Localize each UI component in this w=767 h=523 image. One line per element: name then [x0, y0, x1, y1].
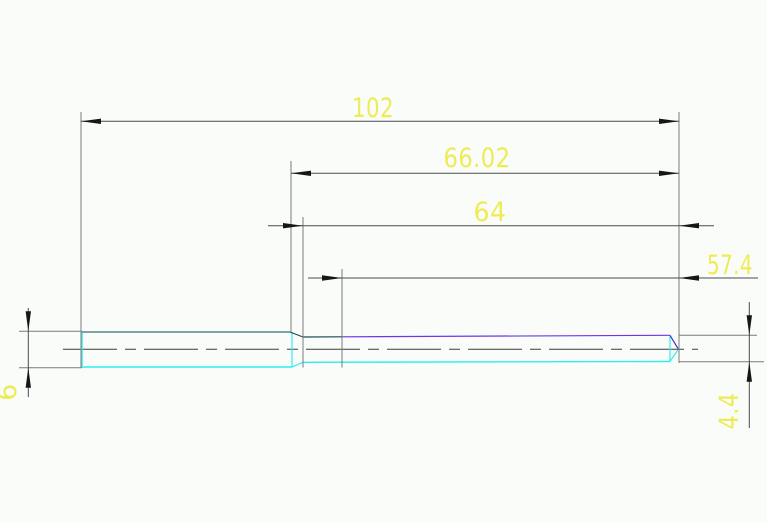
dimension-label-flute-length: 57.4: [707, 250, 753, 281]
arrowhead-bottom-icon: [746, 361, 752, 382]
dimension-label-overall-length: 102: [352, 93, 394, 124]
dimension-label-shank-diameter: 6: [0, 383, 23, 401]
arrowhead-left-icon: [283, 223, 303, 229]
dimension-overall-length: 102: [81, 93, 679, 124]
arrowhead-right-icon: [659, 170, 679, 176]
arrowhead-left-icon: [291, 170, 311, 176]
arrowhead-right-icon: [679, 223, 699, 229]
dimension-shank-diameter: 6: [0, 308, 31, 401]
dimension-length-to-shoulder: 66.02: [291, 143, 679, 176]
dimension-label-length-to-neck: 64: [474, 197, 507, 228]
tip-chamfer-top: [669, 334, 679, 349]
step-taper-top: [289, 331, 304, 338]
dimension-label-length-to-shoulder: 66.02: [444, 143, 511, 174]
body-bottom-edge: [302, 360, 671, 363]
dimension-length-to-neck: 64: [268, 197, 714, 229]
extension-lines: [19, 112, 764, 369]
arrowhead-left-icon: [81, 118, 101, 124]
arrowhead-right-icon: [659, 118, 679, 124]
flute-top-edge: [341, 334, 671, 338]
arrowhead-bottom-icon: [25, 367, 31, 388]
arrowhead-top-icon: [25, 311, 31, 332]
arrowhead-left-icon: [322, 275, 342, 281]
dimension-tip-diameter: 4.4: [714, 302, 752, 430]
arrowhead-right-icon: [679, 275, 699, 281]
tip-chamfer-bottom: [669, 349, 679, 362]
arrowhead-top-icon: [746, 315, 752, 336]
dimension-label-tip-diameter: 4.4: [714, 393, 745, 430]
dimension-flute-length: 57.4: [308, 250, 758, 281]
step-taper-bottom: [291, 361, 304, 368]
shaft-outline: [81, 331, 679, 368]
